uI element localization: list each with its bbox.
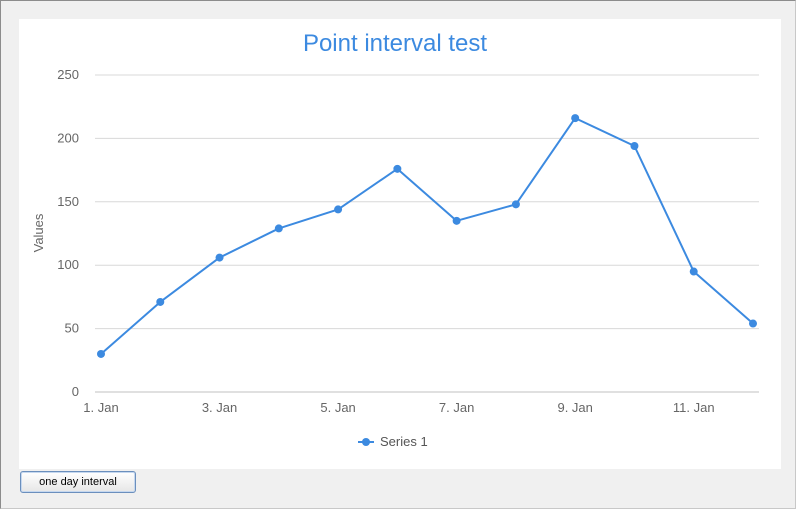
x-tick-label: 5. Jan xyxy=(320,400,355,415)
y-axis-ticks: 0 50 100 150 200 250 xyxy=(57,67,79,399)
data-point[interactable] xyxy=(215,253,224,262)
data-point[interactable] xyxy=(452,216,461,225)
x-tick-label: 1. Jan xyxy=(83,400,118,415)
data-point[interactable] xyxy=(689,267,698,276)
legend-dot-marker xyxy=(362,438,370,446)
x-tick-label: 3. Jan xyxy=(202,400,237,415)
y-axis-label: Values xyxy=(31,213,46,252)
legend-item-series-1[interactable]: Series 1 xyxy=(380,434,428,449)
y-tick-label: 0 xyxy=(72,384,79,399)
data-point[interactable] xyxy=(97,349,105,358)
x-tick-label: 9. Jan xyxy=(557,400,592,415)
gridlines xyxy=(95,74,759,393)
y-tick-label: 150 xyxy=(57,194,79,209)
chart-title: Point interval test xyxy=(303,30,487,57)
y-tick-label: 200 xyxy=(57,130,79,145)
x-tick-label: 7. Jan xyxy=(439,400,474,415)
chart-container: 0 50 100 150 200 250 1. Jan 3. Jan 5. Jan 7. Jan… xyxy=(19,19,781,469)
series-1[interactable] xyxy=(97,114,757,358)
x-tick-label: 11. Jan xyxy=(673,400,715,415)
line-chart: 0 50 100 150 200 250 1. Jan 3. Jan 5. Jan 7. Jan… xyxy=(31,30,759,449)
legend[interactable]: Series 1 xyxy=(358,434,428,449)
data-point[interactable] xyxy=(156,297,165,306)
data-point[interactable] xyxy=(511,200,520,209)
data-point[interactable] xyxy=(630,142,639,151)
one-day-interval-button[interactable]: one day interval xyxy=(20,471,136,493)
y-tick-label: 100 xyxy=(57,257,79,272)
x-axis-ticks: 1. Jan 3. Jan 5. Jan 7. Jan 9. Jan 11. Jan xyxy=(83,400,714,415)
data-point[interactable] xyxy=(749,319,757,328)
y-tick-label: 250 xyxy=(57,67,79,82)
data-point[interactable] xyxy=(571,114,580,123)
series-1-line xyxy=(100,117,754,355)
data-point[interactable] xyxy=(274,224,283,233)
y-tick-label: 50 xyxy=(65,321,79,336)
data-point[interactable] xyxy=(334,205,343,214)
data-point[interactable] xyxy=(393,164,402,173)
